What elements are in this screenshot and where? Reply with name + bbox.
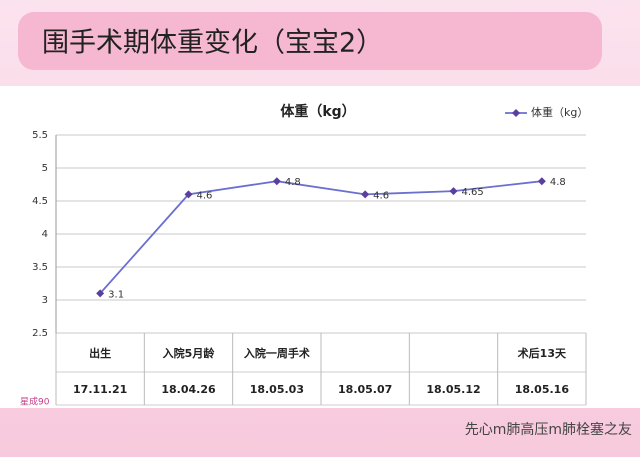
data-label: 4.6 — [197, 190, 213, 201]
data-label: 3.1 — [108, 289, 124, 300]
x-date-label: 18.05.12 — [426, 383, 480, 396]
y-tick-label: 4.5 — [32, 196, 48, 207]
chart-area — [0, 86, 640, 408]
y-tick-label: 2.5 — [32, 328, 48, 339]
x-date-label: 17.11.21 — [73, 383, 127, 396]
x-date-label: 18.04.26 — [161, 383, 216, 396]
y-tick-label: 5 — [42, 163, 48, 174]
marker — [449, 187, 458, 196]
legend-marker — [512, 109, 520, 117]
x-date-label: 18.05.16 — [515, 383, 570, 396]
data-label: 4.6 — [373, 190, 389, 201]
data-label: 4.65 — [462, 187, 484, 198]
marker — [184, 190, 193, 199]
line — [99, 180, 542, 294]
slide-title: 围手术期体重变化（宝宝2） — [42, 28, 383, 59]
x-tick-label: 入院一周手术 — [244, 346, 310, 360]
title-box — [18, 12, 602, 70]
x-tick-label: 出生 — [89, 346, 111, 360]
x-tick-label: 术后13天 — [517, 346, 567, 360]
y-tick-label: 5.5 — [32, 130, 48, 141]
chart-title: 体重（kg） — [280, 103, 355, 120]
data-label: 4.8 — [550, 177, 566, 188]
marker — [537, 177, 546, 186]
legend: 体重（kg） — [505, 105, 588, 119]
data-label: 4.8 — [285, 177, 301, 188]
marker — [96, 289, 105, 298]
watermark: 先心m肺高压m肺栓塞之友 — [465, 421, 632, 438]
legend-label: 体重（kg） — [531, 105, 588, 119]
marker — [361, 190, 370, 199]
y-tick-label: 3.5 — [32, 262, 48, 273]
y-tick-label: 3 — [42, 295, 48, 306]
logo: 星成90 — [20, 396, 50, 408]
x-date-label: 18.05.07 — [338, 383, 392, 396]
marker — [272, 177, 281, 186]
x-tick-label: 入院5月龄 — [163, 346, 216, 360]
y-tick-label: 4 — [42, 229, 48, 240]
x-date-label: 18.05.03 — [250, 383, 304, 396]
